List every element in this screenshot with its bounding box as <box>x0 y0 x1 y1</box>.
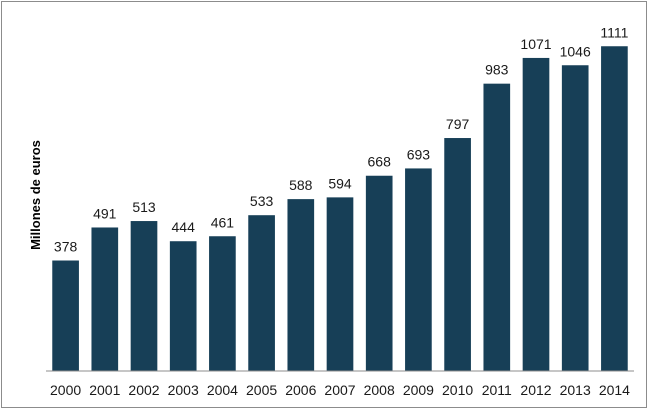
value-label-2001: 491 <box>93 205 117 221</box>
bar-2003 <box>169 241 197 371</box>
x-tick-label-2014: 2014 <box>599 382 630 398</box>
x-tick-label-2009: 2009 <box>403 382 434 398</box>
y-axis-title: Millones de euros <box>28 140 43 250</box>
bar-2004 <box>209 236 236 371</box>
bar-2008 <box>365 175 393 371</box>
x-tick-label-2010: 2010 <box>442 382 473 398</box>
x-tick-label-2002: 2002 <box>128 382 159 398</box>
x-tick-label-2004: 2004 <box>207 382 238 398</box>
bar-2001 <box>91 227 119 371</box>
bar-2007 <box>326 197 354 371</box>
x-tick-labels-layer: 2000 2001 2002 2003 2004 2005 2006 2007 2008 2009… <box>50 382 630 398</box>
x-tick-label-2012: 2012 <box>520 382 551 398</box>
value-label-2000: 378 <box>54 239 78 255</box>
value-label-2002: 513 <box>132 199 156 215</box>
x-tick-label-2003: 2003 <box>168 382 199 398</box>
value-label-2014: 1111 <box>600 24 628 40</box>
bar-2002 <box>130 221 158 371</box>
x-tick-label-2005: 2005 <box>246 382 277 398</box>
value-label-2009: 693 <box>407 146 431 162</box>
bar-2011 <box>483 83 511 371</box>
value-label-2003: 444 <box>172 219 196 235</box>
x-tick-label-2000: 2000 <box>50 382 81 398</box>
value-label-2013: 1046 <box>560 43 591 59</box>
value-label-2012: 1071 <box>520 36 551 52</box>
value-label-2005: 533 <box>250 193 274 209</box>
value-label-2006: 588 <box>289 177 313 193</box>
x-tick-label-2001: 2001 <box>89 382 120 398</box>
bar-2012 <box>522 57 550 371</box>
bar-2005 <box>248 215 275 371</box>
value-label-2004: 461 <box>211 214 235 230</box>
bar-2009 <box>405 168 432 371</box>
x-tick-label-2011: 2011 <box>482 382 512 398</box>
x-tick-label-2013: 2013 <box>560 382 591 398</box>
x-tick-label-2008: 2008 <box>364 382 395 398</box>
value-label-2011: 983 <box>485 62 509 78</box>
x-tick-label-2007: 2007 <box>324 382 355 398</box>
bar-2006 <box>287 199 315 371</box>
bar-2014 <box>601 46 628 371</box>
bar-2000 <box>52 260 79 371</box>
x-tick-label-2006: 2006 <box>285 382 316 398</box>
bar-2013 <box>561 65 589 371</box>
value-label-2007: 594 <box>328 175 352 191</box>
value-label-2010: 797 <box>446 116 470 132</box>
bar-2010 <box>444 138 471 371</box>
bars-layer <box>52 46 628 371</box>
value-label-2008: 668 <box>368 154 392 170</box>
value-labels-layer: 378 491 513 444 461 533 588 594 668 693 797 983 1071… <box>54 24 629 254</box>
